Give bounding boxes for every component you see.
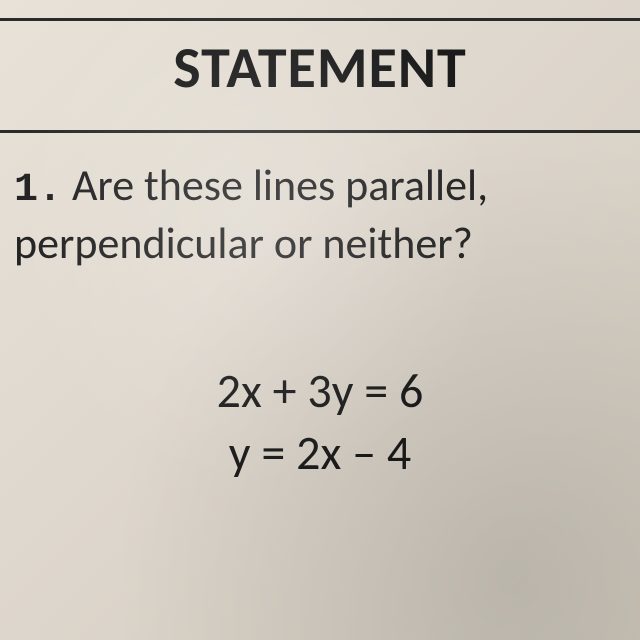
question-line-2: perpendicular or neither? <box>14 216 473 270</box>
rule-top <box>0 18 640 21</box>
equation-2: y = 2x – 4 <box>0 422 640 484</box>
section-header: STATEMENT <box>0 32 640 103</box>
equation-1: 2x + 3y = 6 <box>0 360 640 422</box>
question-line-1: Are these lines parallel, <box>72 158 488 212</box>
equations-block: 2x + 3y = 6 y = 2x – 4 <box>0 360 640 485</box>
rule-mid <box>0 130 640 133</box>
question-number: 1. <box>14 168 62 213</box>
question-block: 1. Are these lines parallel, perpendicul… <box>14 158 640 271</box>
